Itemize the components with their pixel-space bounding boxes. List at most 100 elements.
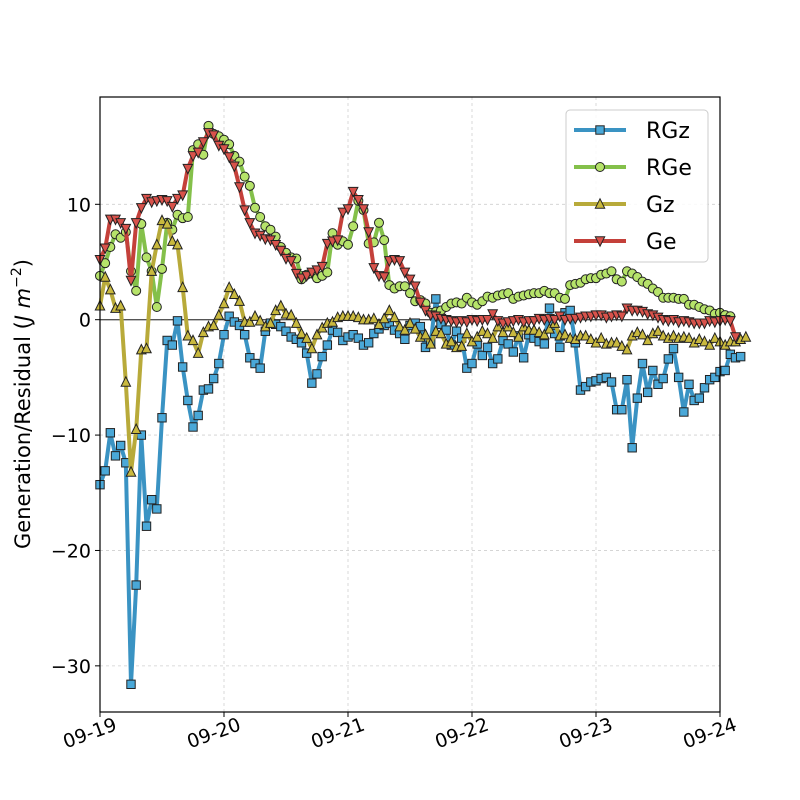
data-point-rgz bbox=[322, 340, 333, 350]
data-point-rge bbox=[244, 180, 255, 191]
data-point-rgz bbox=[188, 422, 198, 432]
data-point-gz bbox=[187, 334, 199, 346]
data-point-gz bbox=[177, 281, 189, 293]
data-point-gz bbox=[161, 217, 173, 229]
legend-marker bbox=[595, 162, 605, 172]
data-point-gz bbox=[481, 327, 494, 339]
data-point-rge bbox=[399, 281, 410, 292]
data-point-ge bbox=[549, 314, 561, 327]
data-point-gz bbox=[301, 331, 313, 343]
data-point-rgz bbox=[131, 580, 141, 590]
data-point-rgz bbox=[617, 404, 627, 415]
data-point-ge bbox=[357, 204, 370, 216]
data-point-rgz bbox=[281, 326, 291, 336]
series-rgz bbox=[95, 294, 746, 690]
data-point-rgz bbox=[208, 373, 219, 384]
data-point-ge bbox=[487, 309, 499, 321]
data-point-rgz bbox=[363, 338, 374, 348]
data-point-ge bbox=[233, 182, 246, 194]
data-point-gz bbox=[171, 238, 184, 250]
data-point-gz bbox=[378, 312, 390, 324]
data-point-gz bbox=[399, 323, 411, 335]
data-point-rgz bbox=[653, 379, 663, 390]
data-point-rge bbox=[606, 266, 617, 277]
data-point-rgz bbox=[518, 353, 529, 363]
data-point-rge bbox=[348, 221, 359, 232]
data-point-rge bbox=[151, 302, 162, 312]
data-point-ge bbox=[285, 256, 297, 268]
data-point-rgz bbox=[642, 387, 653, 398]
data-point-ge bbox=[399, 267, 411, 279]
data-point-rgz bbox=[482, 342, 493, 353]
data-point-rge bbox=[157, 263, 167, 274]
data-point-gz bbox=[275, 299, 287, 311]
series-ge bbox=[94, 128, 742, 344]
data-point-rgz bbox=[214, 358, 224, 369]
data-point-rgz bbox=[203, 384, 214, 394]
data-point-ge bbox=[394, 256, 406, 268]
data-point-ge bbox=[414, 297, 426, 309]
data-point-rgz bbox=[141, 521, 152, 531]
x-tick-label: 09-24 bbox=[680, 714, 739, 754]
data-point-gz bbox=[233, 294, 246, 306]
data-point-gz bbox=[621, 343, 633, 355]
data-point-gz bbox=[383, 304, 395, 316]
data-point-rgz bbox=[110, 451, 121, 461]
data-point-rgz bbox=[245, 353, 255, 363]
data-point-rgz bbox=[431, 294, 441, 304]
data-point-ge bbox=[99, 243, 111, 255]
data-point-rgz bbox=[183, 395, 193, 406]
data-point-rgz bbox=[167, 340, 178, 350]
data-point-rgz bbox=[400, 334, 410, 345]
data-point-gz bbox=[636, 328, 649, 340]
y-axis-title: Generation/Residual (J m−2) bbox=[9, 259, 35, 549]
data-point-gz bbox=[585, 332, 597, 345]
data-point-gz bbox=[611, 336, 623, 348]
x-axis: 09-19 09-20 09-21 09-22 09-23 09-24 bbox=[60, 712, 740, 754]
data-point-rgz bbox=[172, 316, 183, 326]
data-point-rgz bbox=[467, 358, 477, 369]
data-point-gz bbox=[218, 297, 230, 309]
data-point-gz bbox=[512, 330, 525, 342]
data-point-ge bbox=[166, 201, 178, 213]
data-point-gz bbox=[709, 331, 721, 343]
data-point-gz bbox=[254, 314, 266, 326]
data-point-rgz bbox=[152, 504, 162, 514]
data-point-rgz bbox=[146, 494, 157, 505]
legend-marker bbox=[594, 197, 606, 209]
data-point-rgz bbox=[126, 679, 136, 690]
data-point-rge bbox=[182, 212, 193, 222]
y-tick-label: −10 bbox=[51, 425, 91, 447]
data-point-gz bbox=[166, 234, 178, 246]
legend-label: Ge bbox=[646, 230, 677, 255]
data-point-gz bbox=[285, 308, 297, 320]
data-point-ge bbox=[729, 332, 742, 344]
data-point-gz bbox=[264, 316, 277, 328]
data-point-rgz bbox=[353, 333, 364, 343]
data-point-rgz bbox=[177, 362, 188, 372]
data-point-rgz bbox=[663, 354, 674, 364]
data-point-ge bbox=[171, 193, 184, 205]
data-point-rge bbox=[255, 212, 266, 222]
data-point-gz bbox=[487, 331, 499, 343]
data-point-gz bbox=[559, 328, 571, 340]
data-point-gz bbox=[394, 320, 406, 332]
data-point-ge bbox=[130, 218, 142, 230]
data-point-rge bbox=[405, 288, 415, 299]
data-point-rgz bbox=[627, 443, 637, 453]
data-point-gz bbox=[543, 322, 556, 334]
x-tick-label: 09-20 bbox=[184, 714, 243, 754]
data-point-rge bbox=[250, 202, 260, 213]
data-point-rgz bbox=[503, 339, 513, 349]
legend-item-rge: RGe bbox=[574, 156, 692, 181]
data-point-gz bbox=[115, 299, 127, 311]
legend-item-gz: Gz bbox=[574, 193, 675, 218]
data-point-gz bbox=[425, 337, 437, 349]
data-point-gz bbox=[373, 317, 385, 330]
data-point-ge bbox=[270, 239, 282, 252]
data-point-ge bbox=[239, 205, 251, 217]
legend-label: Gz bbox=[646, 193, 675, 218]
data-point-rgz bbox=[157, 413, 167, 423]
data-point-gz bbox=[740, 330, 752, 342]
data-point-rge bbox=[131, 285, 142, 296]
